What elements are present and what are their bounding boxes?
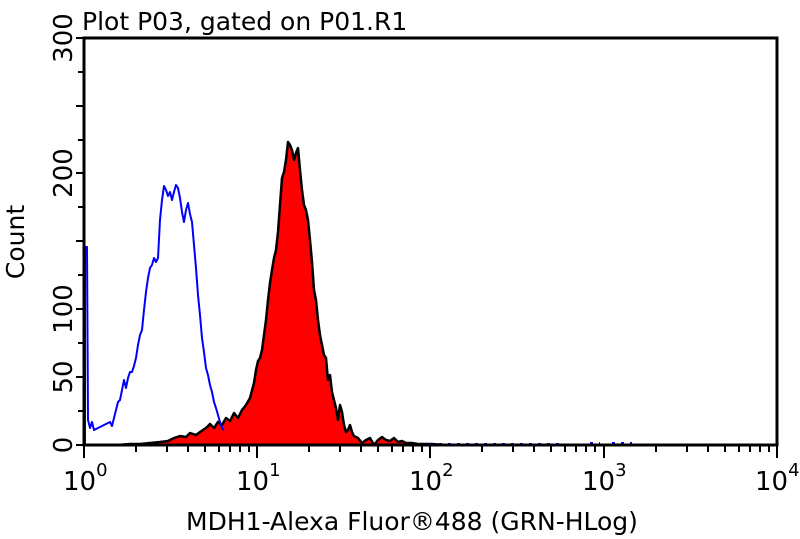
x-tick-10e3: 103: [582, 460, 627, 497]
y-tick-100: 100: [49, 284, 79, 334]
y-axis: [76, 37, 84, 446]
y-tick-300: 300: [49, 13, 79, 63]
plot-frame: [82, 36, 779, 447]
x-axis-label: MDH1-Alexa Fluor®488 (GRN-HLog): [186, 507, 638, 536]
y-tick-0: 0: [49, 437, 79, 454]
y-tick-50: 50: [49, 360, 79, 393]
chart-title: Plot P03, gated on P01.R1: [82, 7, 407, 36]
x-axis: [83, 445, 778, 458]
x-tick-10e2: 102: [409, 460, 454, 497]
y-tick-200: 200: [49, 148, 79, 198]
x-tick-labels: 100 101 102 103 104: [63, 460, 800, 497]
y-axis-label: Count: [1, 205, 30, 279]
x-tick-10e1: 101: [236, 460, 281, 497]
x-tick-10e4: 104: [755, 460, 800, 497]
series-isotype-outline: [84, 184, 225, 445]
x-tick-10e0: 100: [63, 460, 108, 497]
series-mdh1-filled: [116, 140, 447, 447]
y-tick-labels: 0 50 100 200 300: [49, 13, 79, 453]
